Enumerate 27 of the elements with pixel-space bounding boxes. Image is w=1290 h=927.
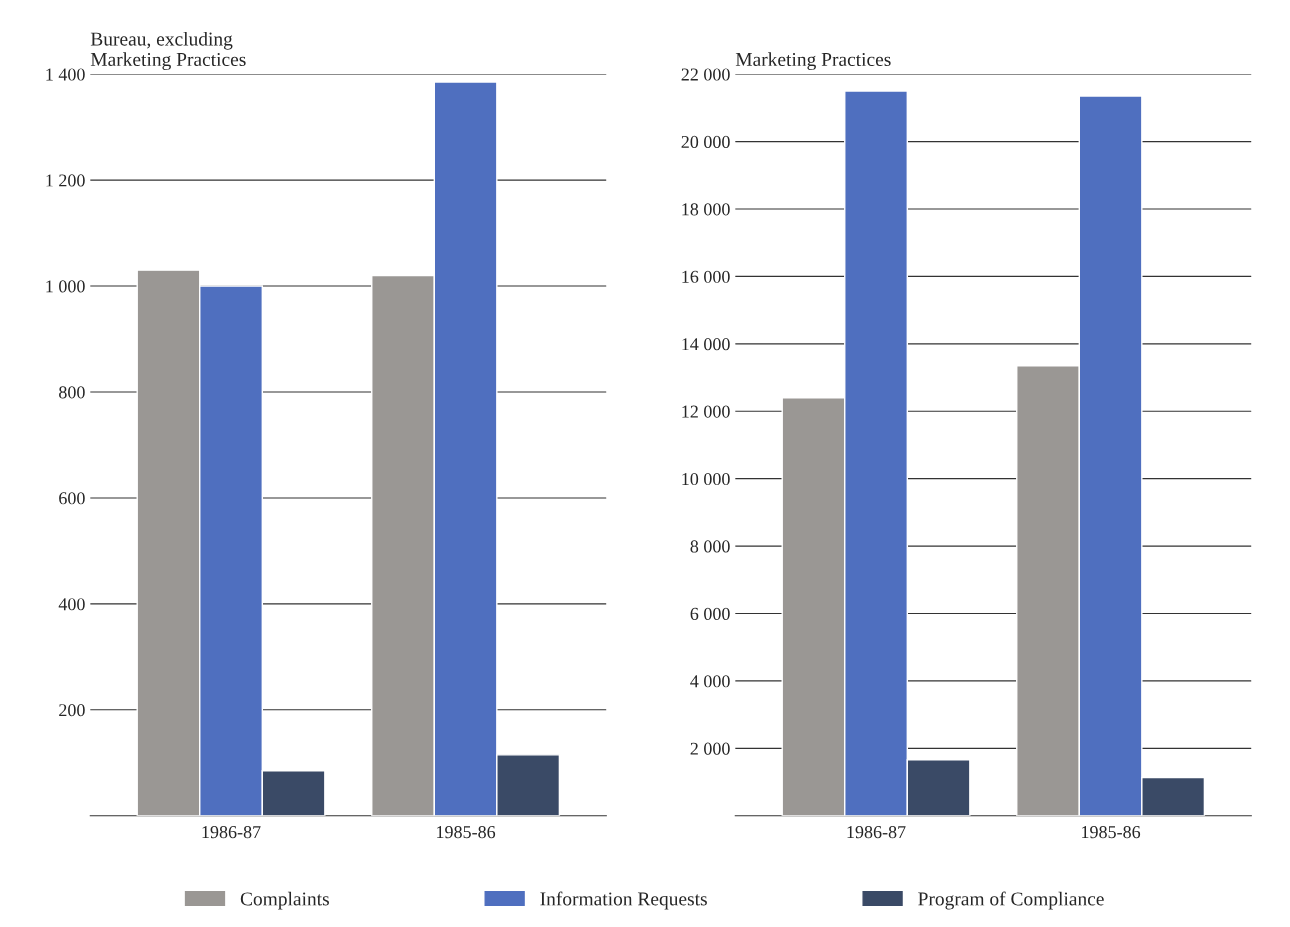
y-tick-label: 22 000 (681, 68, 730, 81)
chart-title: Bureau, excluding Marketing Practices (90, 31, 246, 71)
y-tick-label: 16 000 (682, 270, 730, 283)
y-tick-label: 400 (58, 598, 85, 611)
x-tick-label: 1985-86 (1082, 826, 1141, 839)
y-tick-label: 10 000 (682, 472, 730, 486)
y-tick-label: 2 000 (690, 742, 730, 755)
x-tick-label: 1985-86 (437, 826, 496, 839)
y-tick-label: 8 000 (690, 540, 730, 553)
y-tick-label: 200 (59, 704, 85, 717)
chart-title: Marketing Practices (735, 52, 891, 71)
y-tick-label: 4 000 (690, 675, 730, 688)
y-tick-label: 6 000 (690, 607, 730, 620)
y-tick-label: 1 000 (46, 280, 85, 293)
x-tick-label: 1986-87 (202, 826, 261, 839)
y-tick-label: 18 000 (682, 203, 730, 216)
legend-label: Program of Compliance (918, 891, 1104, 910)
y-tick-label: 14 000 (682, 338, 730, 351)
y-tick-label: 1 400 (46, 68, 85, 81)
legend-label: Complaints (240, 891, 329, 910)
y-tick-label: 600 (59, 492, 85, 505)
x-tick-label: 1986-87 (847, 826, 906, 839)
y-tick-label: 800 (59, 386, 85, 399)
y-tick-label: 20 000 (681, 135, 730, 149)
y-tick-label: 1 200 (46, 174, 85, 187)
y-tick-label: 12 000 (682, 405, 730, 418)
legend-label: Information Requests (540, 891, 707, 910)
